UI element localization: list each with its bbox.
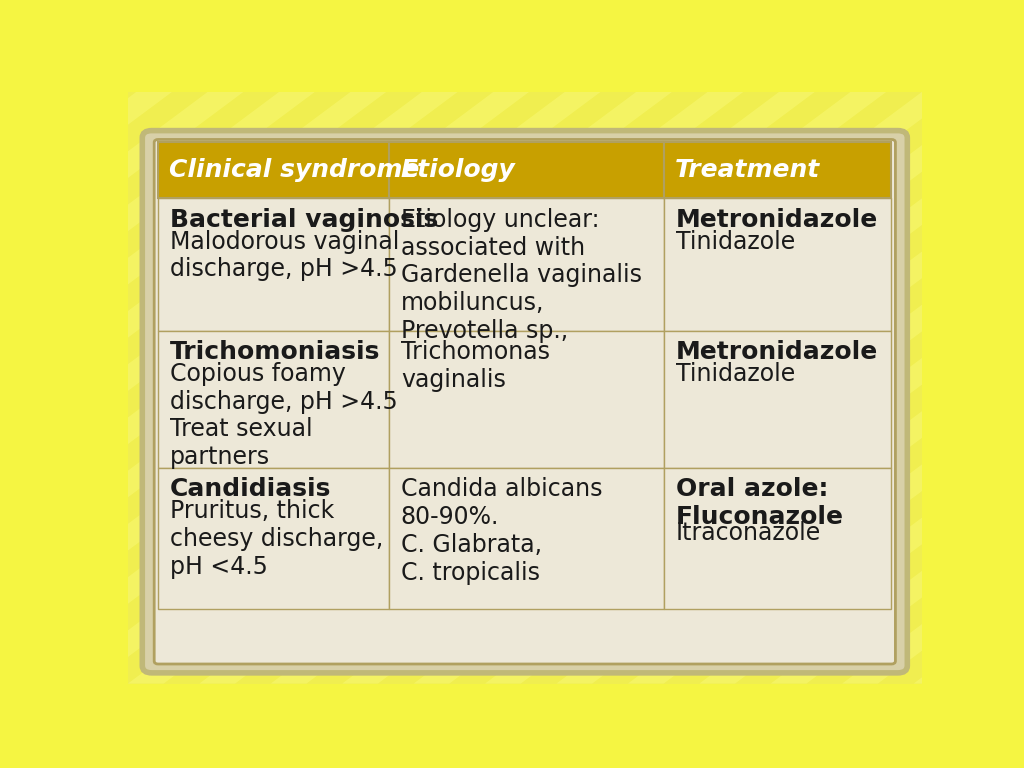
Text: Tinidazole: Tinidazole xyxy=(676,362,795,386)
Polygon shape xyxy=(985,0,1024,684)
Polygon shape xyxy=(0,0,497,684)
Bar xyxy=(665,142,892,198)
Text: Oral azole:
Fluconazole: Oral azole: Fluconazole xyxy=(676,478,844,529)
Bar xyxy=(389,142,665,198)
Text: Treatment: Treatment xyxy=(675,158,820,183)
Text: Metronidazole: Metronidazole xyxy=(676,340,879,364)
Polygon shape xyxy=(128,0,1024,684)
Polygon shape xyxy=(56,0,1024,684)
Polygon shape xyxy=(0,0,283,684)
Polygon shape xyxy=(0,0,568,684)
Polygon shape xyxy=(0,0,1024,684)
Text: Pruritus, thick
cheesy discharge,
pH <4.5: Pruritus, thick cheesy discharge, pH <4.… xyxy=(170,499,383,579)
Polygon shape xyxy=(913,0,1024,684)
Text: Etiology: Etiology xyxy=(400,158,515,183)
Text: Trichomoniasis: Trichomoniasis xyxy=(170,340,380,364)
Polygon shape xyxy=(0,0,69,684)
Bar xyxy=(389,468,665,609)
Bar xyxy=(665,331,892,468)
Text: Malodorous vaginal
discharge, pH >4.5: Malodorous vaginal discharge, pH >4.5 xyxy=(170,230,399,281)
Polygon shape xyxy=(0,0,782,684)
Bar xyxy=(665,468,892,609)
Polygon shape xyxy=(842,0,1024,684)
Bar xyxy=(158,198,389,331)
Bar xyxy=(389,198,665,331)
Polygon shape xyxy=(0,0,1024,684)
Polygon shape xyxy=(342,0,1024,684)
Polygon shape xyxy=(699,0,1024,684)
Polygon shape xyxy=(0,0,140,684)
Polygon shape xyxy=(0,0,854,684)
Bar xyxy=(158,331,389,468)
Polygon shape xyxy=(0,0,997,684)
Text: Trichomonas
vaginalis: Trichomonas vaginalis xyxy=(400,340,550,392)
Bar xyxy=(158,142,389,198)
Polygon shape xyxy=(0,0,354,684)
Bar xyxy=(389,331,665,468)
Polygon shape xyxy=(628,0,1024,684)
Polygon shape xyxy=(414,0,1024,684)
FancyBboxPatch shape xyxy=(155,140,895,664)
Text: Clinical syndrome: Clinical syndrome xyxy=(169,158,420,183)
Text: Copious foamy
discharge, pH >4.5
Treat sexual
partners: Copious foamy discharge, pH >4.5 Treat s… xyxy=(170,362,397,469)
Bar xyxy=(158,468,389,609)
Text: Tinidazole: Tinidazole xyxy=(676,230,795,253)
FancyBboxPatch shape xyxy=(142,131,907,673)
Polygon shape xyxy=(771,0,1024,684)
Text: Candidiasis: Candidiasis xyxy=(170,478,332,502)
Polygon shape xyxy=(0,0,426,684)
Text: Etiology unclear:
associated with
Gardenella vaginalis
mobiluncus,
Prevotella sp: Etiology unclear: associated with Garden… xyxy=(400,208,642,343)
Polygon shape xyxy=(0,0,712,684)
Bar xyxy=(665,198,892,331)
Polygon shape xyxy=(0,0,926,684)
Text: Candida albicans
80-90%.
C. Glabrata,
C. tropicalis: Candida albicans 80-90%. C. Glabrata, C.… xyxy=(400,478,602,585)
Text: Itraconazole: Itraconazole xyxy=(676,521,821,545)
Polygon shape xyxy=(0,0,211,684)
Polygon shape xyxy=(0,0,640,684)
Polygon shape xyxy=(270,0,1024,684)
Polygon shape xyxy=(485,0,1024,684)
Polygon shape xyxy=(200,0,1024,684)
Polygon shape xyxy=(557,0,1024,684)
Polygon shape xyxy=(0,0,1024,684)
Text: Metronidazole: Metronidazole xyxy=(676,208,879,232)
Text: Bacterial vaginosis: Bacterial vaginosis xyxy=(170,208,438,232)
